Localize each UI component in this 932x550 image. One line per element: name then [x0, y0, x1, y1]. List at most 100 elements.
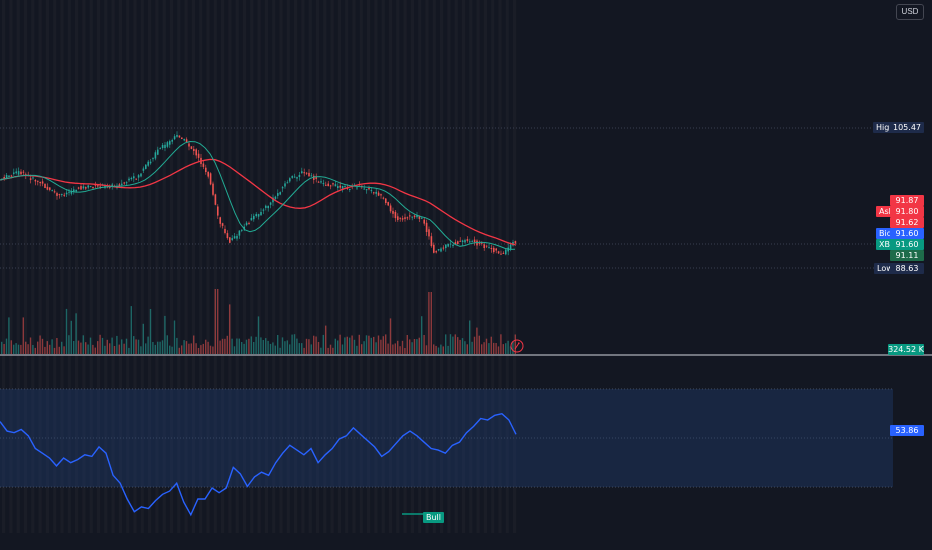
volume-bar — [27, 344, 29, 354]
candle-body — [404, 217, 406, 219]
session-stripe — [418, 0, 422, 533]
candle-body — [447, 243, 449, 247]
candle-body — [152, 158, 154, 160]
volume-bar — [61, 341, 63, 354]
volume-bar — [329, 344, 332, 354]
candle-body — [303, 172, 305, 174]
volume-bar — [1, 341, 3, 354]
currency-button[interactable]: USD — [896, 4, 924, 20]
volume-bar — [3, 344, 5, 354]
volume-bar — [409, 339, 411, 354]
volume-bar — [423, 335, 425, 354]
candle-body — [329, 185, 332, 187]
candle-body — [459, 240, 461, 242]
replay-icon[interactable] — [510, 339, 524, 353]
volume-bar — [433, 344, 435, 354]
volume-bar — [445, 334, 447, 354]
volume-bar — [370, 337, 372, 354]
ask-value-3: 91.62 — [890, 217, 924, 228]
candle-body — [505, 249, 507, 255]
candle-body — [17, 171, 20, 175]
candle-body — [188, 143, 190, 147]
candle-body — [178, 135, 181, 138]
volume-bar — [255, 336, 257, 354]
candle-body — [195, 149, 197, 156]
candle-body — [356, 187, 358, 189]
volume-bar — [447, 345, 449, 354]
session-stripe — [374, 0, 378, 533]
volume-bar — [229, 304, 231, 354]
volume-bar — [205, 339, 207, 354]
session-stripe — [45, 0, 49, 533]
volume-bar — [248, 338, 250, 354]
volume-bar — [181, 345, 183, 354]
volume-bar — [416, 339, 418, 354]
volume-bar — [418, 337, 420, 354]
candle-body — [209, 173, 212, 185]
session-stripe — [169, 0, 174, 533]
session-stripe — [337, 0, 341, 533]
volume-bar — [121, 339, 123, 354]
candle-body — [454, 242, 457, 245]
volume-bar — [22, 317, 24, 354]
volume-bar — [197, 348, 200, 354]
high-value: 105.47 — [890, 122, 924, 133]
volume-bar — [238, 338, 240, 354]
volume-bar — [161, 340, 164, 354]
volume-bar — [245, 339, 248, 354]
volume-bar — [77, 340, 80, 354]
volume-bar — [399, 346, 401, 354]
volume-bar — [305, 338, 308, 354]
volume-bar — [128, 347, 130, 354]
volume-bar — [346, 336, 348, 354]
volume-bar — [286, 340, 288, 354]
volume-bar — [152, 342, 154, 354]
candle-body — [298, 174, 301, 177]
candle-body — [471, 241, 473, 243]
volume-bar — [368, 335, 370, 354]
session-stripe — [31, 0, 35, 533]
session-stripe — [352, 0, 356, 533]
volume-bar — [344, 337, 346, 354]
candle-body — [142, 168, 145, 171]
volume-bar — [389, 318, 392, 354]
candle-body — [361, 185, 363, 187]
candle-body — [176, 135, 178, 137]
volume-bar — [361, 344, 363, 354]
volume-bar — [200, 345, 202, 354]
session-stripe — [67, 0, 71, 533]
volume-bar — [133, 336, 135, 354]
moving-average-slow — [0, 158, 516, 246]
candle-body — [154, 152, 157, 159]
volume-bar — [75, 313, 77, 354]
ask-value-1: 91.87 — [890, 195, 924, 206]
candle-body — [349, 189, 351, 190]
volume-bar — [274, 345, 276, 354]
candle-body — [77, 187, 80, 189]
volume-bar — [471, 341, 473, 354]
candle-body — [65, 192, 68, 195]
volume-bar — [507, 340, 509, 354]
session-stripe — [23, 0, 28, 533]
candle-body — [94, 184, 97, 186]
candle-body — [49, 187, 51, 190]
volume-bar — [382, 336, 384, 354]
session-stripe — [505, 0, 509, 533]
volume-bar — [380, 339, 382, 354]
session-stripe — [359, 0, 363, 533]
volume-bar — [241, 342, 243, 354]
candle-body — [219, 217, 221, 224]
candle-body — [483, 244, 485, 248]
volume-bar — [394, 343, 396, 354]
candle-body — [289, 178, 291, 182]
volume-bar — [219, 340, 221, 354]
volume-bar — [17, 344, 20, 354]
volume-bar — [260, 337, 262, 354]
volume-bar — [32, 345, 34, 354]
volume-bar — [118, 344, 120, 354]
candle-body — [238, 230, 241, 236]
volume-bar — [334, 338, 336, 354]
volume-bar — [166, 335, 168, 354]
ask-label: Ask — [876, 206, 897, 217]
